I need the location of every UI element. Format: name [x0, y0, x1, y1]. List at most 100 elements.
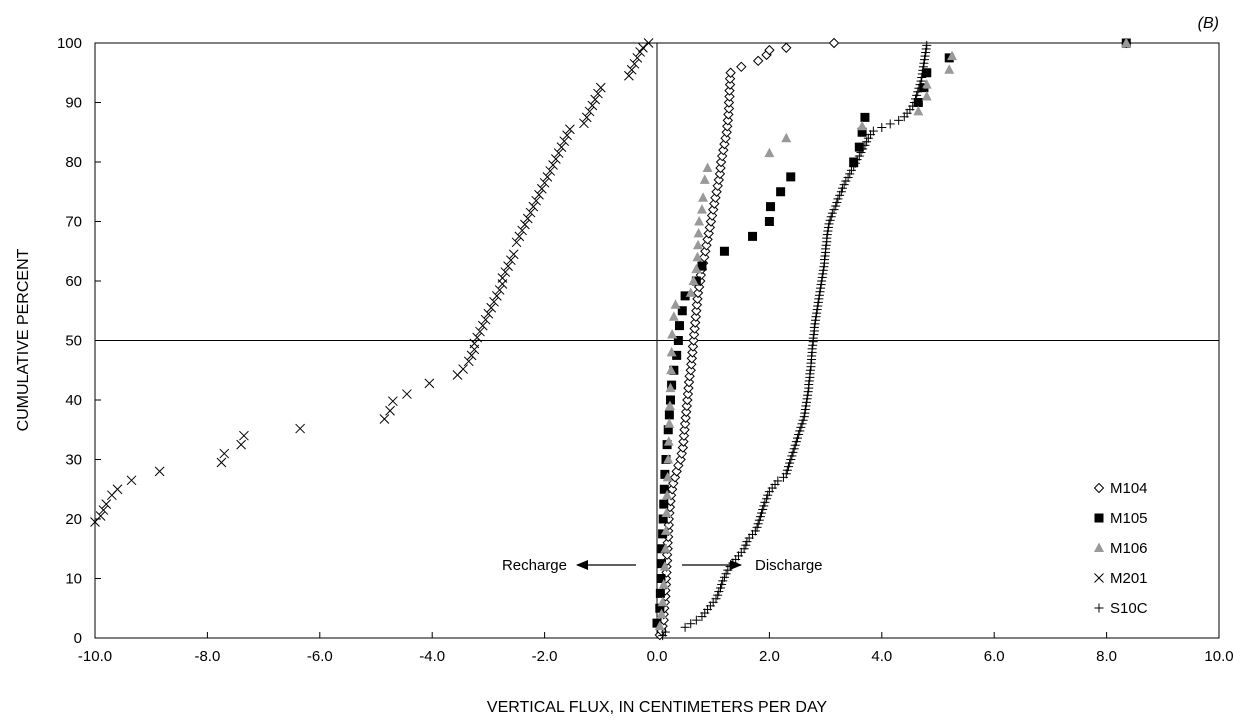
data-point-m104 [681, 400, 692, 412]
data-point-m106 [659, 561, 670, 571]
data-point-m105 [776, 187, 786, 197]
data-point-m201 [531, 195, 542, 206]
data-point-s10c [786, 455, 796, 464]
data-point-s10c [796, 422, 806, 432]
data-point-m106 [670, 299, 681, 309]
data-point-s10c [826, 212, 836, 222]
data-point-s10c [922, 40, 932, 50]
data-point-m104 [828, 37, 840, 49]
data-point-s10c [782, 465, 792, 475]
data-point-m201 [295, 423, 305, 434]
y-tick-label: 20 [65, 511, 82, 528]
data-point-s10c [773, 476, 783, 486]
x-tick-label: 2.0 [759, 648, 780, 665]
legend-item-m106: M106 [1094, 540, 1148, 557]
data-point-m105 [652, 618, 662, 628]
data-point-s10c [805, 369, 815, 379]
data-point-m104 [686, 353, 698, 364]
data-point-s10c [868, 126, 878, 136]
data-point-m105 [664, 410, 674, 420]
data-point-s10c [837, 183, 847, 193]
data-point-s10c [845, 169, 855, 179]
data-point-s10c [921, 48, 931, 58]
legend-item-m201: M201 [1094, 570, 1148, 587]
data-point-m201 [556, 142, 567, 152]
x-tick-label: 8.0 [1096, 648, 1117, 665]
data-point-m201 [562, 130, 572, 141]
y-tick-label: 90 [65, 95, 82, 112]
data-point-m201 [590, 94, 601, 105]
data-point-m201 [632, 53, 643, 63]
data-point-m106 [665, 382, 676, 393]
data-point-s10c [821, 244, 831, 254]
y-tick-label: 50 [65, 333, 82, 350]
legend-marker-m104 [1093, 482, 1105, 494]
data-point-m106 [657, 596, 668, 607]
x-tick-label: 10.0 [1204, 648, 1233, 665]
legend-marker-m106 [1094, 542, 1104, 552]
data-point-s10c [850, 158, 860, 168]
data-point-m104 [682, 388, 694, 400]
data-point-m104 [685, 365, 696, 376]
data-point-m104 [721, 127, 732, 138]
data-point-s10c [809, 330, 819, 340]
legend-item-m104: M104 [1093, 480, 1148, 497]
recharge-label: Recharge [502, 557, 567, 574]
data-point-m105 [719, 246, 729, 256]
data-point-m106 [857, 120, 868, 131]
data-point-m201 [219, 448, 230, 459]
data-point-m104 [686, 359, 697, 370]
data-point-m201 [643, 38, 654, 48]
data-point-s10c [863, 133, 873, 143]
data-point-m106 [666, 346, 677, 357]
data-point-s10c [877, 122, 887, 132]
data-point-s10c [805, 365, 815, 375]
data-point-m104 [688, 329, 700, 340]
data-point-s10c [829, 205, 839, 215]
data-point-m105 [659, 499, 669, 509]
data-point-s10c [787, 451, 797, 461]
data-point-s10c [819, 255, 829, 265]
data-point-m201 [506, 255, 516, 266]
data-point-m104 [725, 67, 736, 78]
data-point-s10c [908, 101, 918, 111]
x-tick-label: -2.0 [532, 648, 558, 665]
data-point-s10c [835, 190, 845, 200]
data-point-s10c [822, 233, 832, 243]
data-point-s10c [784, 462, 794, 472]
data-point-m106 [944, 64, 955, 74]
data-point-m201 [525, 207, 536, 218]
data-point-m201 [550, 154, 561, 164]
y-tick-label: 40 [65, 392, 82, 409]
data-point-s10c [750, 526, 760, 536]
data-point-s10c [816, 280, 826, 290]
data-point-s10c [753, 519, 763, 529]
data-point-s10c [813, 297, 823, 307]
data-point-m104 [680, 412, 691, 424]
data-point-m106 [698, 192, 709, 202]
data-point-m201 [489, 296, 499, 307]
data-point-m201 [112, 484, 123, 495]
data-point-s10c [718, 576, 728, 586]
data-point-m201 [236, 439, 246, 450]
data-point-m105 [663, 425, 673, 435]
data-point-s10c [804, 376, 814, 386]
data-point-s10c [803, 390, 813, 400]
data-point-m104 [678, 430, 690, 441]
data-point-m201 [565, 124, 575, 135]
data-point-s10c [801, 397, 811, 407]
legend: M104 M105 M106 M201 S10C [1093, 480, 1148, 617]
data-point-m106 [691, 263, 702, 274]
data-point-m104 [690, 317, 701, 328]
y-tick-label: 60 [65, 273, 82, 290]
data-point-s10c [823, 222, 833, 232]
data-point-s10c [832, 197, 842, 207]
data-point-m106 [694, 216, 705, 226]
data-point-s10c [817, 272, 827, 282]
data-point-s10c [810, 315, 820, 325]
y-tick-label: 100 [57, 35, 82, 52]
data-point-m105 [849, 157, 859, 167]
data-point-m201 [466, 350, 477, 361]
data-point-s10c [752, 522, 762, 532]
data-point-m201 [542, 172, 553, 182]
